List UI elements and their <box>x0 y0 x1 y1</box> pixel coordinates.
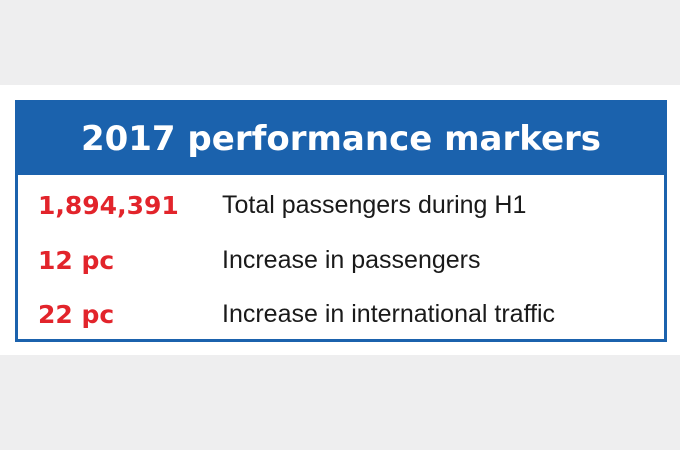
figure: 1,894,391 <box>38 190 179 220</box>
title: 2017 performance markers <box>18 103 664 175</box>
row: 1,894,391 Total passengers during H1 <box>18 185 664 225</box>
description: Increase in international traffic <box>222 299 556 328</box>
figure: 22 pc <box>38 299 115 329</box>
description: Increase in passengers <box>222 245 481 274</box>
info-box: 2017 performance markers 1,894,391 Total … <box>15 100 667 342</box>
row: 22 pc Increase in international traffic <box>18 294 664 334</box>
figure: 12 pc <box>38 245 115 275</box>
row: 12 pc Increase in passengers <box>18 240 664 280</box>
description: Total passengers during H1 <box>222 190 527 219</box>
